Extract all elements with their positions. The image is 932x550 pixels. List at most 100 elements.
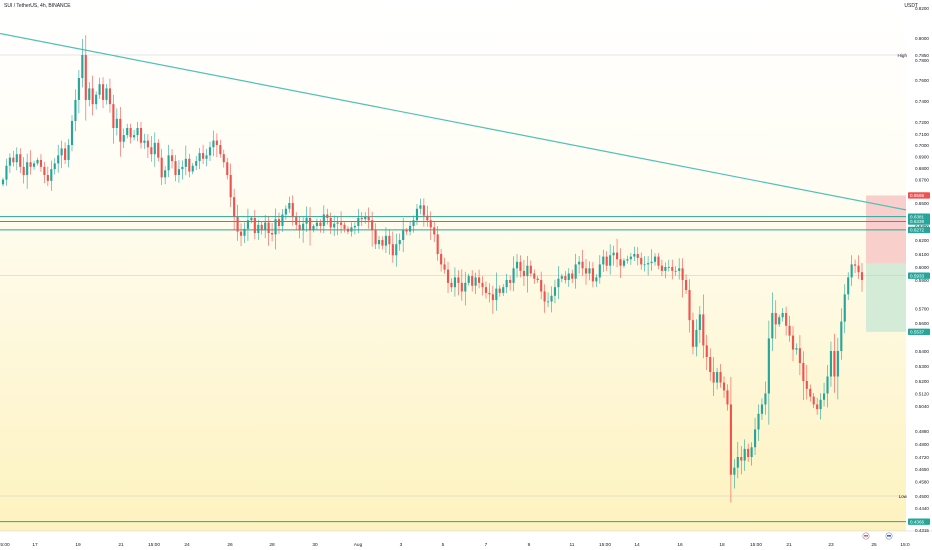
price-badge[interactable] — [908, 218, 930, 225]
candle[interactable] — [760, 404, 764, 414]
candle[interactable] — [364, 216, 367, 220]
candle[interactable] — [353, 226, 356, 228]
candle[interactable] — [622, 260, 626, 266]
candle[interactable] — [774, 312, 777, 325]
candle[interactable] — [854, 264, 857, 266]
candle[interactable] — [77, 78, 80, 100]
candle[interactable] — [5, 165, 8, 180]
candle[interactable] — [591, 268, 594, 282]
candle[interactable] — [498, 288, 501, 293]
candle[interactable] — [153, 142, 156, 155]
candle[interactable] — [767, 338, 770, 394]
candle[interactable] — [512, 268, 515, 283]
candle[interactable] — [312, 226, 315, 231]
candle[interactable] — [129, 128, 132, 138]
trendline[interactable] — [0, 32, 907, 211]
candle[interactable] — [502, 287, 505, 293]
candle[interactable] — [726, 390, 729, 405]
candle[interactable] — [188, 158, 191, 172]
candle[interactable] — [484, 287, 488, 293]
candle[interactable] — [495, 288, 498, 301]
candle[interactable] — [271, 233, 274, 235]
candle[interactable] — [119, 118, 122, 142]
candle[interactable] — [543, 291, 546, 302]
candle[interactable] — [277, 219, 281, 226]
candle[interactable] — [857, 265, 860, 273]
candle[interactable] — [157, 142, 160, 158]
candle[interactable] — [371, 220, 374, 231]
candle[interactable] — [695, 330, 698, 347]
candle[interactable] — [446, 269, 450, 283]
candle[interactable] — [133, 135, 136, 138]
candle[interactable] — [429, 220, 432, 228]
candle[interactable] — [233, 197, 236, 217]
candle[interactable] — [709, 357, 712, 372]
candle[interactable] — [567, 273, 570, 281]
candle[interactable] — [291, 203, 294, 217]
candle[interactable] — [553, 287, 557, 296]
price-badge[interactable] — [908, 518, 930, 525]
candle[interactable] — [243, 228, 246, 236]
candle[interactable] — [619, 259, 622, 266]
candle[interactable] — [32, 163, 36, 167]
candle[interactable] — [840, 321, 843, 351]
candle[interactable] — [308, 217, 312, 231]
candle[interactable] — [467, 276, 470, 283]
candle[interactable] — [64, 148, 67, 160]
candle[interactable] — [833, 351, 836, 377]
candle[interactable] — [39, 159, 43, 167]
candle[interactable] — [329, 217, 332, 228]
candle[interactable] — [633, 254, 636, 257]
candle[interactable] — [802, 363, 805, 381]
candle[interactable] — [822, 393, 826, 400]
candle[interactable] — [443, 264, 446, 270]
candle[interactable] — [474, 277, 477, 286]
candle[interactable] — [260, 224, 263, 231]
candle[interactable] — [302, 223, 305, 231]
candle[interactable] — [571, 273, 574, 279]
candle[interactable] — [736, 457, 739, 468]
candle[interactable] — [46, 175, 49, 181]
candle[interactable] — [67, 145, 70, 160]
candle[interactable] — [170, 155, 174, 162]
candle[interactable] — [384, 235, 387, 246]
candle[interactable] — [15, 154, 18, 163]
candle[interactable] — [195, 161, 198, 166]
candle[interactable] — [626, 259, 629, 261]
candle[interactable] — [433, 227, 436, 235]
candle[interactable] — [795, 348, 798, 350]
candle[interactable] — [298, 224, 301, 231]
candle[interactable] — [681, 268, 684, 280]
candle[interactable] — [533, 273, 536, 279]
candle[interactable] — [750, 447, 753, 457]
candle[interactable] — [771, 312, 774, 339]
candle[interactable] — [546, 301, 550, 303]
candle[interactable] — [357, 217, 360, 226]
candle[interactable] — [733, 467, 736, 475]
candle[interactable] — [236, 216, 239, 232]
candle[interactable] — [788, 325, 791, 336]
candle[interactable] — [757, 413, 760, 430]
candle[interactable] — [557, 278, 560, 288]
candle[interactable] — [415, 208, 419, 221]
candle[interactable] — [205, 155, 208, 159]
candle[interactable] — [136, 128, 139, 136]
candle[interactable] — [488, 292, 491, 295]
candle[interactable] — [805, 381, 808, 389]
candle[interactable] — [705, 345, 708, 357]
candle[interactable] — [836, 351, 839, 377]
candle[interactable] — [181, 166, 184, 170]
candle[interactable] — [550, 295, 553, 302]
candle[interactable] — [164, 170, 167, 178]
candle[interactable] — [453, 277, 456, 288]
candle[interactable] — [729, 404, 732, 475]
candle[interactable] — [208, 147, 212, 156]
candle[interactable] — [812, 396, 815, 405]
candle[interactable] — [264, 222, 267, 231]
candle[interactable] — [322, 214, 325, 227]
candle[interactable] — [343, 224, 346, 229]
candle[interactable] — [478, 277, 481, 283]
candle[interactable] — [764, 393, 767, 405]
candle[interactable] — [198, 153, 201, 162]
